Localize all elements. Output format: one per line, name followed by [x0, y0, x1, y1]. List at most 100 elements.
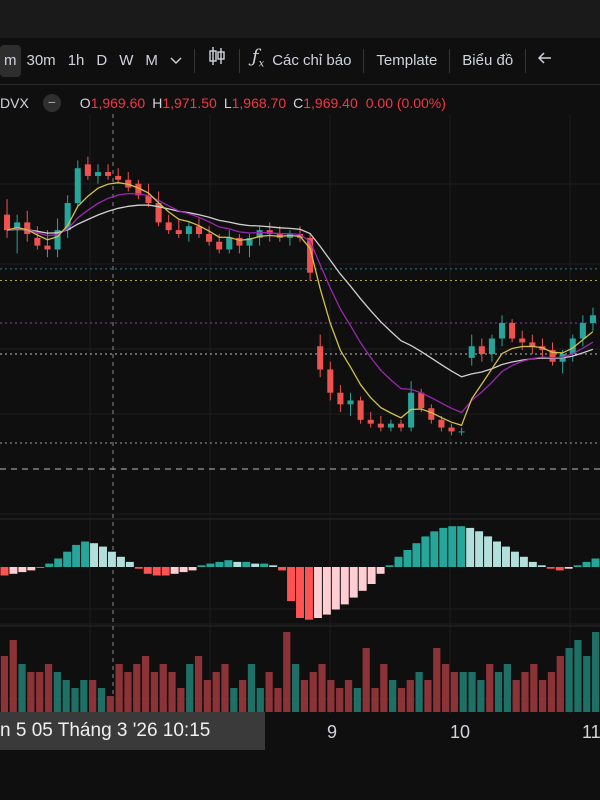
candle-body — [317, 346, 324, 370]
volume-bar — [362, 648, 370, 712]
volume-bar — [141, 656, 150, 712]
function-fx-icon: ƒx — [251, 46, 265, 70]
volume-bar — [468, 672, 476, 712]
toolbar-divider — [193, 49, 195, 73]
histogram-bar — [546, 567, 555, 569]
candle-body — [579, 323, 586, 339]
collapse-legend-button[interactable]: − — [42, 94, 61, 112]
histogram-bar — [54, 558, 63, 567]
volume-bar — [177, 688, 185, 712]
histogram-bar — [322, 567, 331, 615]
volume-bar — [459, 672, 467, 712]
histogram-bar — [331, 567, 340, 610]
histogram-bar — [475, 531, 484, 567]
volume-bar — [194, 656, 203, 712]
volume-bar — [512, 680, 520, 712]
candle-body — [337, 392, 344, 405]
candle-body — [165, 222, 172, 231]
candle-body — [34, 237, 41, 246]
volume-bar — [556, 656, 564, 712]
histogram-bar — [421, 536, 430, 567]
interval-1m-button[interactable]: m — [0, 45, 21, 77]
volume-bar — [344, 680, 353, 712]
candle-body — [509, 323, 516, 339]
volume-bar — [336, 688, 344, 712]
ohlc-legend: DVX − O 1,969.60 H 1,971.50 L 1,968.70 C 1,9… — [0, 92, 446, 114]
volume-bar — [327, 680, 335, 712]
chart-canvas[interactable] — [0, 114, 600, 714]
candle-body — [94, 172, 101, 176]
candle-body — [438, 419, 445, 428]
volume-bar — [300, 680, 309, 712]
histogram-bar — [251, 563, 260, 567]
high-value: 1,971.50 — [162, 95, 217, 111]
indicators-label: Các chỉ báo — [272, 52, 352, 69]
x-tick-label: 11 — [582, 722, 600, 742]
symbol-name[interactable]: DVX — [0, 95, 29, 111]
interval-day-button[interactable]: D — [96, 52, 108, 69]
histogram-bar — [233, 561, 242, 567]
candle-body — [367, 419, 374, 424]
crosshair-time-label: n 5 05 Tháng 3 '26 10:15 — [0, 712, 265, 750]
low-label: L — [223, 95, 232, 111]
candle-body — [519, 338, 526, 343]
histogram-bar — [152, 567, 161, 576]
candle-body — [256, 230, 263, 238]
candle-body — [115, 175, 122, 180]
volume-bar — [274, 688, 282, 712]
volume-bar — [212, 672, 220, 712]
volume-bar — [124, 672, 132, 712]
volume-bar — [265, 672, 273, 712]
candle-body — [195, 226, 203, 234]
histogram-bar — [564, 567, 573, 569]
histogram-bar — [260, 563, 269, 567]
volume-bar — [239, 680, 247, 712]
volume-bar — [309, 672, 317, 712]
x-tick-label: 9 — [327, 722, 338, 742]
interval-30m-button[interactable]: 30m — [26, 52, 56, 69]
histogram-bar — [412, 543, 421, 567]
candle-body — [74, 168, 81, 204]
interval-1h-button[interactable]: 1h — [67, 52, 85, 69]
interval-month-button[interactable]: M — [145, 52, 158, 69]
histogram-bar — [188, 567, 197, 571]
candle-body — [387, 423, 394, 428]
histogram-bar — [72, 544, 81, 567]
chart-toolbar: m 30m 1h D W M ƒx Các chỉ báo Template B… — [0, 38, 600, 85]
back-arrow-icon[interactable] — [532, 45, 558, 77]
volume-bar — [256, 688, 264, 712]
volume-bar — [477, 680, 485, 712]
volume-bar — [186, 664, 194, 712]
template-button[interactable]: Template — [376, 52, 438, 69]
histogram-bar — [501, 546, 510, 567]
histogram-bar — [45, 563, 54, 567]
indicators-button[interactable]: ƒx Các chỉ báo — [246, 45, 358, 77]
candle-body — [478, 346, 485, 354]
chevron-down-icon[interactable] — [164, 45, 188, 77]
volume-bar — [565, 648, 573, 712]
volume-bar — [150, 672, 159, 712]
candle-body — [549, 350, 556, 362]
toolbar-divider — [449, 49, 451, 73]
moving-average-fast-line — [6, 182, 594, 427]
volume-bar — [203, 680, 211, 712]
candle-body — [236, 237, 243, 246]
volume-bar — [168, 672, 176, 712]
histogram-bar — [430, 531, 439, 567]
histogram-bar — [349, 567, 358, 598]
volume-bar — [291, 664, 300, 712]
chart-type-button[interactable]: Biểu đồ — [462, 52, 514, 69]
histogram-bar — [0, 567, 9, 576]
volume-bar — [539, 680, 547, 712]
candlestick-icon[interactable] — [201, 45, 233, 77]
histogram-bar — [484, 536, 493, 567]
interval-week-button[interactable]: W — [119, 52, 134, 69]
candle-body — [145, 195, 152, 204]
toolbar-divider — [525, 49, 527, 73]
histogram-bar — [269, 565, 278, 567]
histogram-bar — [582, 561, 591, 567]
volume-bar — [44, 664, 53, 712]
top-header-bar — [0, 0, 600, 38]
histogram-bar — [287, 567, 296, 601]
low-value: 1,968.70 — [231, 95, 287, 111]
